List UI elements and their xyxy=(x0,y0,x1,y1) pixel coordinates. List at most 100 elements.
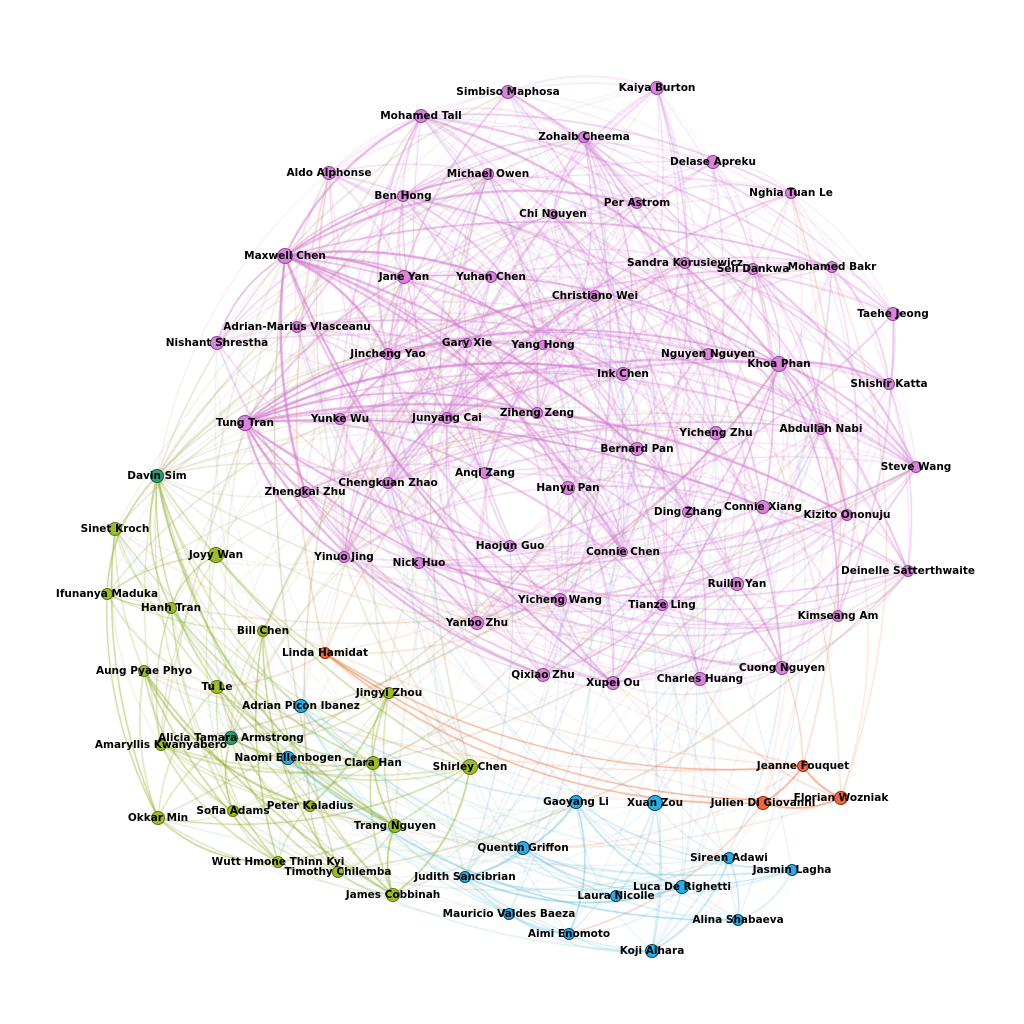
node-hanh-tran[interactable] xyxy=(165,602,177,614)
node-gaoyang-li[interactable] xyxy=(569,795,583,809)
node-gary-xie[interactable] xyxy=(462,338,472,348)
node-ruilin-yan[interactable] xyxy=(730,577,744,591)
node-yicheng-zhu[interactable] xyxy=(709,426,723,440)
node-clara-han[interactable] xyxy=(366,756,380,770)
node-nguyen-nguyen[interactable] xyxy=(702,348,714,360)
node-alicia-tamara-armstrong[interactable] xyxy=(224,731,238,745)
node-steve-wang[interactable] xyxy=(910,461,922,473)
node-james-cobbinah[interactable] xyxy=(386,888,400,902)
node-ziheng-zeng[interactable] xyxy=(531,407,543,419)
node-seli-dankwa[interactable] xyxy=(747,263,759,275)
node-haojun-guo[interactable] xyxy=(504,540,516,552)
node-wutt-hmone-thinn-kyi[interactable] xyxy=(272,856,284,868)
node-ben-hong[interactable] xyxy=(397,190,409,202)
node-bill-chen[interactable] xyxy=(257,625,269,637)
node-quentin-griffon[interactable] xyxy=(516,841,530,855)
node-kizito-ononuju[interactable] xyxy=(841,509,853,521)
node-jeanne-fouquet[interactable] xyxy=(797,760,809,772)
node-cuong-nguyen[interactable] xyxy=(775,661,789,675)
node-anqi-zang[interactable] xyxy=(479,467,491,479)
node-chengkuan-zhao[interactable] xyxy=(382,477,394,489)
node-florian-wozniak[interactable] xyxy=(834,791,848,805)
node-linda-hamidat[interactable] xyxy=(319,647,331,659)
node-koji-aihara[interactable] xyxy=(645,944,659,958)
node-tianze-ling[interactable] xyxy=(656,599,668,611)
node-judith-sancibrian[interactable] xyxy=(459,871,471,883)
node-yang-hong[interactable] xyxy=(538,340,548,350)
node-adrian-picon-ibanez[interactable] xyxy=(294,699,308,713)
node-davin-sim[interactable] xyxy=(150,469,164,483)
node-yicheng-wang[interactable] xyxy=(553,593,567,607)
node-yinuo-jing[interactable] xyxy=(338,551,350,563)
node-peter-kaladius[interactable] xyxy=(304,800,316,812)
node-joyy-wan[interactable] xyxy=(208,547,224,563)
node-alina-shabaeva[interactable] xyxy=(732,914,744,926)
node-christiano-wei[interactable] xyxy=(589,290,601,302)
node-ding-zhang[interactable] xyxy=(682,506,694,518)
node-sireen-adawi[interactable] xyxy=(723,852,735,864)
node-kimseang-am[interactable] xyxy=(832,610,844,622)
node-junyang-cai[interactable] xyxy=(441,412,453,424)
node-nghia-tuan-le[interactable] xyxy=(785,187,797,199)
node-connie-xiang[interactable] xyxy=(756,500,770,514)
node-sofia-adams[interactable] xyxy=(227,805,239,817)
node-zohaib-cheema[interactable] xyxy=(578,131,590,143)
node-aung-pyae-phyo[interactable] xyxy=(138,665,150,677)
node-label-kizito-ononuju: Kizito Ononuju xyxy=(803,508,891,521)
node-deinelle-satterthwaite[interactable] xyxy=(902,565,914,577)
node-xuan-zou[interactable] xyxy=(647,795,663,811)
node-adrian-marius-vlasceanu[interactable] xyxy=(291,321,303,333)
node-aldo-alphonse[interactable] xyxy=(322,166,336,180)
node-okkar-min[interactable] xyxy=(151,811,165,825)
node-shirley-chen[interactable] xyxy=(462,759,478,775)
node-bernard-pan[interactable] xyxy=(630,442,644,456)
node-charles-huang[interactable] xyxy=(693,672,707,686)
node-mauricio-valdes-baeza[interactable] xyxy=(503,908,515,920)
node-mohamed-tall[interactable] xyxy=(414,109,428,123)
node-taehe-jeong[interactable] xyxy=(886,307,900,321)
node-zhengkai-zhu[interactable] xyxy=(299,486,311,498)
node-nishant-shrestha[interactable] xyxy=(210,336,224,350)
node-sinet-kroch[interactable] xyxy=(108,522,122,536)
node-laura-nicolle[interactable] xyxy=(610,890,622,902)
node-kaiya-burton[interactable] xyxy=(650,81,664,95)
node-timothy-chilemba[interactable] xyxy=(332,866,344,878)
node-aimi-enomoto[interactable] xyxy=(563,928,575,940)
node-ifunanya-maduka[interactable] xyxy=(101,588,113,600)
node-maxwell-chen[interactable] xyxy=(277,248,293,264)
node-julien-di-giovanni[interactable] xyxy=(756,796,770,810)
node-per-astrom[interactable] xyxy=(631,197,643,209)
node-jincheng-yao[interactable] xyxy=(382,348,394,360)
node-xupei-ou[interactable] xyxy=(606,676,620,690)
node-nick-huo[interactable] xyxy=(413,557,425,569)
node-naomi-ellenbogen[interactable] xyxy=(281,751,295,765)
node-sandra-korusiewicz[interactable] xyxy=(679,257,691,269)
node-luca-de-righetti[interactable] xyxy=(675,880,689,894)
node-yanbo-zhu[interactable] xyxy=(470,616,484,630)
node-label-ziheng-zeng: Ziheng Zeng xyxy=(499,406,575,419)
node-mohamed-bakr[interactable] xyxy=(826,261,838,273)
node-simbiso-maphosa[interactable] xyxy=(501,85,515,99)
node-qixiao-zhu[interactable] xyxy=(536,668,550,682)
node-shishir-katta[interactable] xyxy=(883,378,895,390)
node-chi-nguyen[interactable] xyxy=(548,209,558,219)
node-abdullah-nabi[interactable] xyxy=(815,423,827,435)
node-ink-chen[interactable] xyxy=(616,367,630,381)
node-connie-chen[interactable] xyxy=(618,547,628,557)
node-tu-le[interactable] xyxy=(210,680,224,694)
node-jane-yan[interactable] xyxy=(397,270,411,284)
node-tung-tran[interactable] xyxy=(237,415,253,431)
node-yuhan-chen[interactable] xyxy=(485,271,497,283)
node-label-abdullah-nabi: Abdullah Nabi xyxy=(779,422,863,435)
node-michael-owen[interactable] xyxy=(482,168,494,180)
node-delase-apreku[interactable] xyxy=(706,155,720,169)
node-hanyu-pan[interactable] xyxy=(561,481,575,495)
node-amaryllis-kwanyabero[interactable] xyxy=(155,739,167,751)
node-yunke-wu[interactable] xyxy=(334,413,346,425)
node-jingyi-zhou[interactable] xyxy=(383,687,395,699)
node-label-jincheng-yao: Jincheng Yao xyxy=(350,347,426,360)
node-trang-nguyen[interactable] xyxy=(388,819,402,833)
node-label-hanh-tran: Hanh Tran xyxy=(140,601,202,614)
node-jasmin-lagha[interactable] xyxy=(786,864,798,876)
node-khoa-phan[interactable] xyxy=(771,356,787,372)
